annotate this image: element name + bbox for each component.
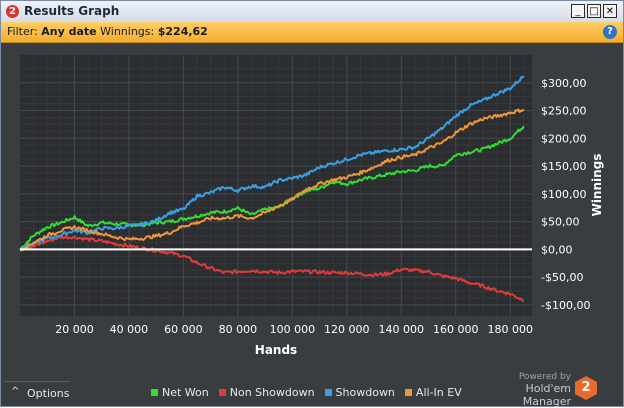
x-tick-label: 180 000 xyxy=(487,323,533,336)
x-axis-ticks: 20 000 40 000 60 000 80 000 100 000 120 000 14… xyxy=(55,323,533,336)
y-tick-label: -$50,00 xyxy=(541,271,583,284)
series-layer xyxy=(19,75,525,302)
brand-label: Hold'em Manager xyxy=(522,382,571,408)
series-line-net-won xyxy=(19,125,525,251)
y-tick-label: $50,00 xyxy=(541,216,580,229)
x-tick-label: 120 000 xyxy=(324,323,370,336)
y-tick-label: $200,00 xyxy=(541,132,587,145)
legend-item[interactable]: All-In EV xyxy=(404,386,462,399)
filter-prefix: Filter: xyxy=(7,25,38,38)
legend-label: Non Showdown xyxy=(229,386,315,399)
winnings-value: $224,62 xyxy=(157,25,208,38)
title-bar[interactable]: 2 Results Graph _ □ ✕ xyxy=(1,1,623,23)
x-tick-label: 100 000 xyxy=(270,323,316,336)
legend-label: Showdown xyxy=(335,386,395,399)
powered-by-label: Powered by xyxy=(518,372,571,382)
y-tick-label: -$100,00 xyxy=(541,299,590,312)
chevron-up-icon: ^ xyxy=(11,386,20,397)
filter-bar: Filter: Any date Winnings: $224,62 ? xyxy=(1,22,623,43)
options-label: Options xyxy=(27,387,70,400)
bottom-bar: ^ Options Net Won Non Showdown Showdown All… xyxy=(1,372,623,408)
y-axis-label: Winnings xyxy=(590,154,604,217)
filter-value[interactable]: Any date xyxy=(41,25,97,38)
options-button[interactable]: ^ Options xyxy=(4,381,70,404)
legend-label: Net Won xyxy=(162,386,209,399)
minimize-button[interactable]: _ xyxy=(571,4,585,18)
y-tick-label: $250,00 xyxy=(541,105,587,118)
series-line-all-in-ev xyxy=(19,108,525,251)
help-icon[interactable]: ? xyxy=(603,25,617,39)
legend-item[interactable]: Showdown xyxy=(324,386,395,399)
x-tick-label: 140 000 xyxy=(379,323,425,336)
legend-swatch xyxy=(218,389,226,396)
x-tick-label: 20 000 xyxy=(55,323,94,336)
legend-item[interactable]: Non Showdown xyxy=(218,386,315,399)
x-tick-label: 40 000 xyxy=(110,323,149,336)
legend-label: All-In EV xyxy=(415,386,462,399)
y-tick-label: $150,00 xyxy=(541,160,587,173)
legend-swatch xyxy=(324,389,332,396)
chart-area: 20 000 40 000 60 000 80 000 100 000 120 000 14… xyxy=(1,43,623,378)
x-axis-label: Hands xyxy=(255,343,297,357)
window-title: Results Graph xyxy=(24,4,120,18)
chart-legend: Net Won Non Showdown Showdown All-In EV xyxy=(151,386,472,399)
x-tick-label: 160 000 xyxy=(433,323,479,336)
x-tick-label: 80 000 xyxy=(219,323,258,336)
x-tick-label: 60 000 xyxy=(164,323,203,336)
legend-item[interactable]: Net Won xyxy=(151,386,209,399)
y-axis-ticks: $300,00 $250,00 $200,00 $150,00 $100,00 $50,0… xyxy=(541,77,590,312)
close-button[interactable]: ✕ xyxy=(603,4,617,18)
app-icon: 2 xyxy=(6,5,19,18)
winnings-label: Winnings: xyxy=(100,25,155,38)
series-line-non-showdown xyxy=(19,235,525,302)
hm2-logo-icon: 2 xyxy=(575,376,597,400)
maximize-button[interactable]: □ xyxy=(587,4,601,18)
series-line-showdown xyxy=(19,75,525,252)
results-chart: 20 000 40 000 60 000 80 000 100 000 120 000 14… xyxy=(19,55,604,357)
y-tick-label: $0,00 xyxy=(541,243,573,256)
legend-swatch xyxy=(404,389,412,396)
legend-swatch xyxy=(151,389,158,396)
y-tick-label: $100,00 xyxy=(541,188,587,201)
y-tick-label: $300,00 xyxy=(541,77,587,90)
